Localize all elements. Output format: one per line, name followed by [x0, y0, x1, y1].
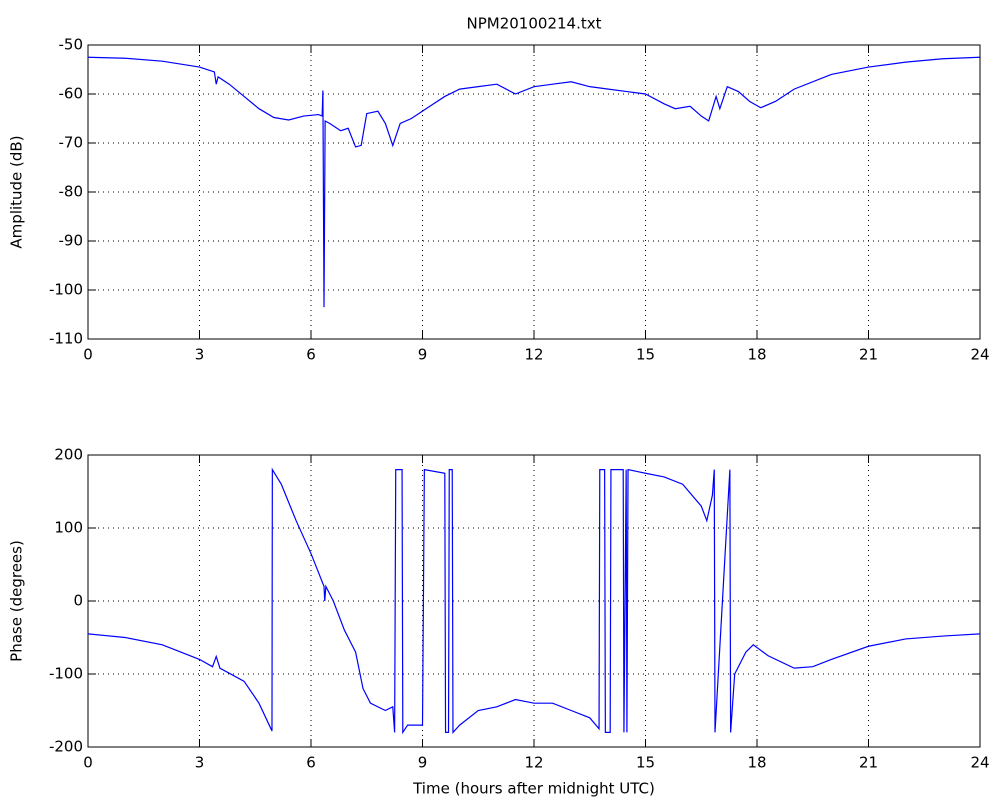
x-tick-label: 18 [747, 346, 766, 364]
x-tick-label: 3 [195, 754, 205, 772]
x-tick-label: 21 [859, 754, 878, 772]
x-tick-label: 3 [195, 346, 205, 364]
y-tick-label: -90 [59, 232, 84, 250]
y-tick-label: -200 [49, 738, 83, 756]
x-tick-label: 12 [524, 754, 543, 772]
x-tick-label: 0 [83, 346, 93, 364]
x-tick-label: 9 [418, 754, 428, 772]
x-axis-label: Time (hours after midnight UTC) [412, 780, 655, 798]
chart-title: NPM20100214.txt [467, 15, 602, 33]
x-tick-label: 6 [306, 754, 316, 772]
x-tick-label: 15 [636, 754, 655, 772]
y-tick-label: -100 [49, 665, 83, 683]
y-tick-label: -100 [49, 281, 83, 299]
x-tick-label: 24 [970, 754, 989, 772]
data-line [87, 467, 981, 735]
y-tick-label: -110 [49, 330, 83, 348]
x-tick-label: 6 [306, 346, 316, 364]
y-tick-label: -80 [59, 183, 84, 201]
x-tick-label: 24 [970, 346, 989, 364]
y-tick-label: -70 [59, 134, 84, 152]
y-tick-label: 200 [54, 446, 83, 464]
y-axis-label: Phase (degrees) [8, 540, 26, 662]
x-tick-label: 9 [418, 346, 428, 364]
x-tick-label: 12 [524, 346, 543, 364]
data-line [87, 56, 981, 308]
y-tick-label: 0 [73, 592, 83, 610]
y-axis-label: Amplitude (dB) [8, 135, 26, 248]
axes-frame [87, 454, 981, 748]
x-tick-label: 18 [747, 754, 766, 772]
x-tick-label: 21 [859, 346, 878, 364]
x-tick-label: 0 [83, 754, 93, 772]
y-tick-label: -60 [59, 85, 84, 103]
axes-frame [87, 44, 981, 340]
y-tick-label: 100 [54, 519, 83, 537]
y-tick-label: -50 [59, 36, 84, 54]
x-tick-label: 15 [636, 346, 655, 364]
